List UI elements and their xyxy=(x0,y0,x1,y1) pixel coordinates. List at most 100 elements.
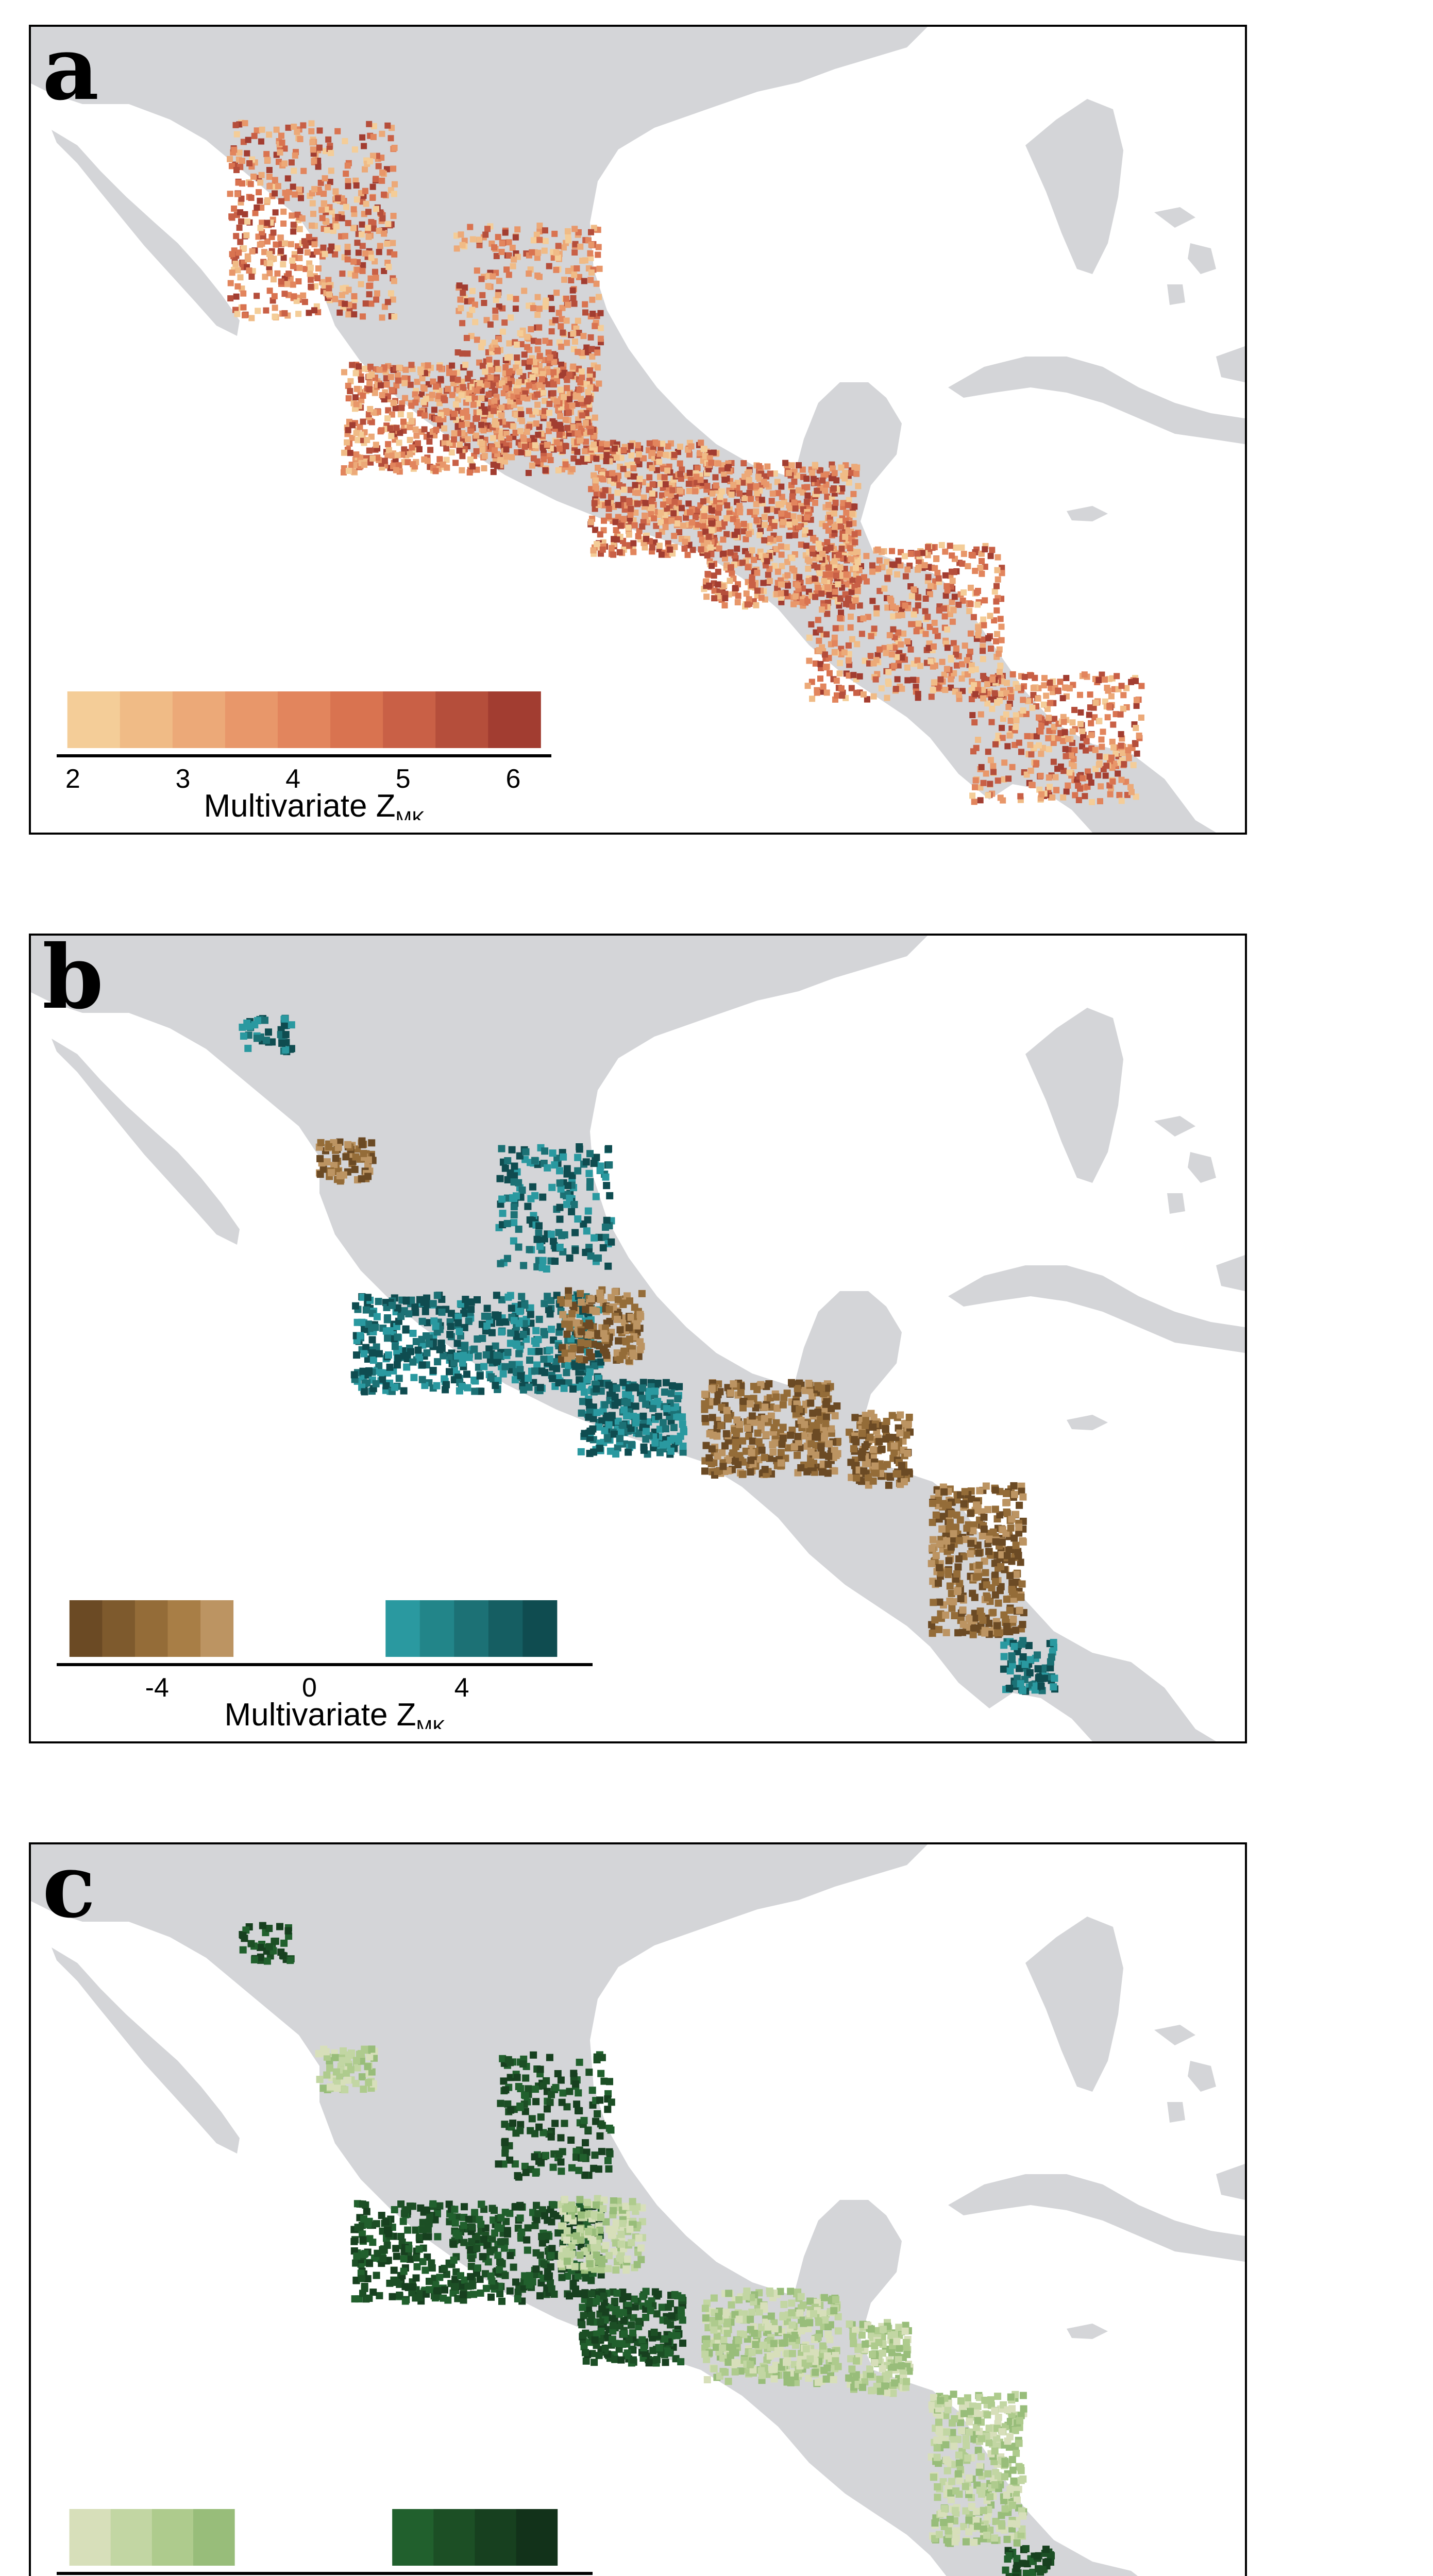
raster-cell xyxy=(621,486,628,493)
raster-cell xyxy=(771,523,778,529)
legend-title: Multivariate ZMK xyxy=(204,788,425,820)
raster-cell xyxy=(482,231,489,238)
raster-cell xyxy=(635,451,642,457)
raster-cell xyxy=(557,1185,565,1193)
raster-cell xyxy=(972,568,979,574)
raster-cells xyxy=(315,1137,1027,1638)
raster-cell xyxy=(263,307,269,314)
raster-cell xyxy=(780,519,786,526)
raster-cell xyxy=(756,532,763,538)
raster-cell xyxy=(389,452,396,459)
raster-cell xyxy=(578,368,585,375)
raster-cell xyxy=(1109,778,1116,785)
raster-cell xyxy=(1005,775,1012,782)
raster-cell xyxy=(544,1164,551,1172)
raster-cell xyxy=(812,575,818,582)
raster-cell xyxy=(525,1375,532,1382)
raster-cell xyxy=(615,514,621,520)
raster-cell xyxy=(372,1380,380,1387)
raster-cell xyxy=(614,1296,622,1303)
raster-cell xyxy=(296,255,303,261)
raster-cell xyxy=(765,571,771,578)
raster-cell xyxy=(732,585,738,591)
raster-cell xyxy=(244,1044,252,1052)
raster-cell xyxy=(671,544,678,550)
raster-cell xyxy=(572,1319,580,1327)
raster-cell xyxy=(630,1352,637,1360)
raster-cell xyxy=(295,278,302,285)
raster-cell xyxy=(999,735,1006,741)
raster-cell xyxy=(816,545,823,552)
raster-cell xyxy=(802,527,808,534)
raster-cell xyxy=(774,490,781,497)
raster-cell xyxy=(511,1172,518,1180)
raster-cell xyxy=(387,425,394,432)
raster-cell xyxy=(1136,732,1142,739)
raster-cell xyxy=(546,1355,553,1363)
raster-cell xyxy=(280,255,287,261)
raster-cell xyxy=(308,128,315,134)
raster-cell xyxy=(814,564,821,571)
raster-cell xyxy=(617,522,624,529)
raster-cell xyxy=(533,231,540,238)
raster-cell xyxy=(947,543,953,549)
raster-cell xyxy=(616,549,623,555)
raster-cell xyxy=(490,273,496,280)
raster-cell xyxy=(241,245,247,252)
raster-cell xyxy=(446,369,452,376)
raster-cell xyxy=(551,1161,559,1169)
raster-cell xyxy=(458,305,464,312)
raster-cell xyxy=(1007,718,1014,724)
raster-cell xyxy=(922,631,929,637)
raster-cell xyxy=(493,253,500,259)
raster-cell xyxy=(309,222,315,229)
raster-cell xyxy=(815,617,821,623)
raster-cell xyxy=(239,158,245,164)
raster-cell xyxy=(539,1257,547,1264)
raster-cell xyxy=(848,556,854,563)
raster-cell xyxy=(334,195,341,202)
raster-cell xyxy=(495,234,501,241)
raster-cell xyxy=(874,652,881,658)
raster-cell xyxy=(311,307,317,314)
raster-cell xyxy=(571,249,578,256)
raster-cell xyxy=(516,369,523,375)
raster-cell xyxy=(501,319,508,326)
raster-cell xyxy=(868,633,874,639)
raster-cell xyxy=(254,293,260,299)
raster-cell xyxy=(849,511,855,517)
raster-cell xyxy=(392,181,398,188)
raster-cell xyxy=(290,222,297,228)
raster-cell xyxy=(1060,738,1067,744)
raster-cell xyxy=(524,333,531,340)
raster-cell xyxy=(771,563,778,569)
raster-cell xyxy=(360,313,366,320)
legend-title-subscript: MK xyxy=(396,808,425,820)
raster-cell xyxy=(510,1237,517,1245)
raster-cell xyxy=(650,445,656,452)
raster-cell xyxy=(546,401,553,407)
raster-cell xyxy=(1037,728,1044,735)
raster-cell xyxy=(252,210,259,216)
raster-cell xyxy=(1006,732,1013,739)
raster-cell xyxy=(686,469,693,476)
raster-cell xyxy=(1033,733,1040,740)
raster-cell xyxy=(580,1220,587,1228)
raster-cell xyxy=(1123,685,1130,691)
raster-cell xyxy=(384,1334,391,1342)
raster-cell xyxy=(990,769,997,775)
raster-cell xyxy=(597,531,603,538)
raster-cell xyxy=(334,128,341,134)
raster-cell xyxy=(832,588,838,595)
raster-cell xyxy=(384,122,391,129)
raster-cell xyxy=(479,292,486,298)
raster-cell xyxy=(1079,728,1086,734)
raster-cell xyxy=(677,460,683,467)
raster-cell xyxy=(911,586,917,593)
raster-cell xyxy=(477,380,483,386)
raster-cell xyxy=(1068,752,1075,759)
raster-cell xyxy=(719,488,726,495)
raster-cell xyxy=(431,406,437,413)
raster-cell xyxy=(876,646,883,653)
raster-cell xyxy=(1065,736,1072,742)
